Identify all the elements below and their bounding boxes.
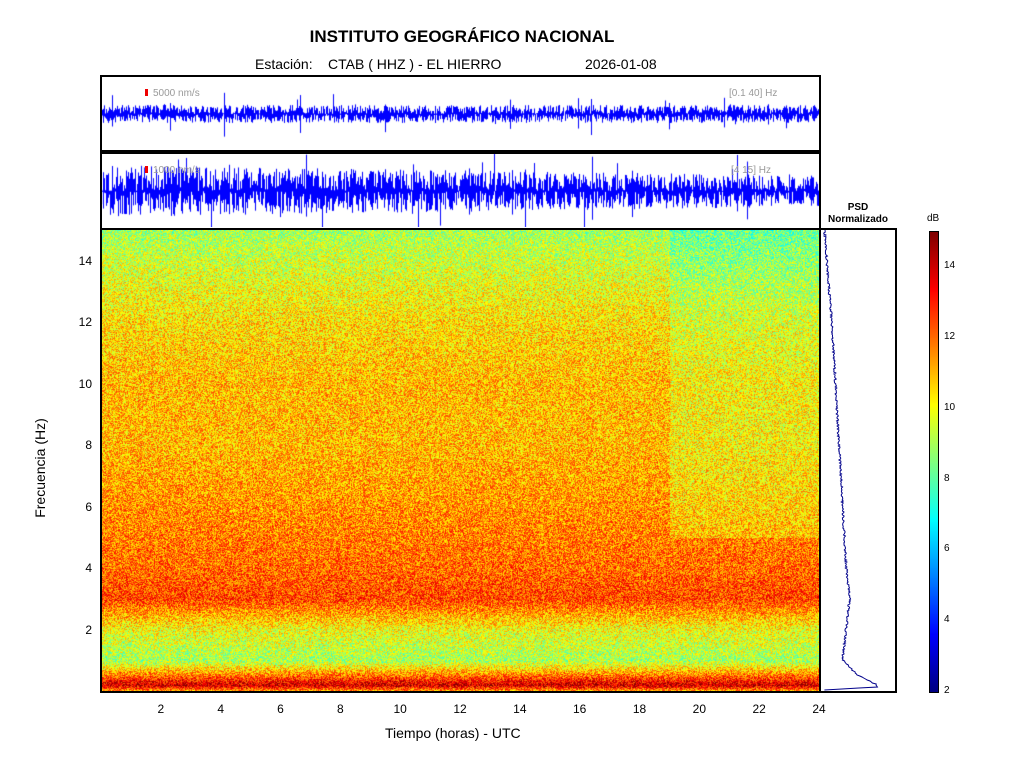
colorbar xyxy=(929,231,939,693)
x-tick-label: 24 xyxy=(811,702,827,716)
psd-title: PSD Normalizado xyxy=(820,202,896,226)
colorbar-tick-label: 6 xyxy=(944,543,950,554)
y-tick-label: 8 xyxy=(70,438,92,452)
date: 2026-01-08 xyxy=(585,56,657,72)
y-tick-label: 10 xyxy=(70,377,92,391)
psd-title-line1: PSD xyxy=(820,202,896,214)
x-tick-label: 8 xyxy=(332,702,348,716)
trace-frame-2 xyxy=(100,152,821,230)
colorbar-tick-label: 8 xyxy=(944,473,950,484)
colorbar-tick-label: 4 xyxy=(944,614,950,625)
y-tick-label: 2 xyxy=(70,623,92,637)
x-axis-label: Tiempo (horas) - UTC xyxy=(385,725,521,741)
station-label: Estación: xyxy=(255,56,313,72)
x-tick-label: 10 xyxy=(392,702,408,716)
x-tick-label: 12 xyxy=(452,702,468,716)
y-tick-label: 6 xyxy=(70,500,92,514)
trace-2-band: [4 15] Hz xyxy=(731,165,771,176)
psd-panel xyxy=(819,228,897,693)
colorbar-tick-label: 12 xyxy=(944,331,955,342)
x-tick-label: 20 xyxy=(691,702,707,716)
trace-1-band: [0.1 40] Hz xyxy=(729,88,777,99)
x-tick-label: 22 xyxy=(751,702,767,716)
x-tick-label: 6 xyxy=(273,702,289,716)
x-tick-label: 16 xyxy=(572,702,588,716)
colorbar-tick-label: 14 xyxy=(944,260,955,271)
colorbar-label: dB xyxy=(927,213,939,224)
colorbar-tick-label: 2 xyxy=(944,685,950,696)
y-tick-label: 14 xyxy=(70,254,92,268)
x-tick-label: 2 xyxy=(153,702,169,716)
page-title: INSTITUTO GEOGRÁFICO NACIONAL xyxy=(0,27,924,47)
y-tick-label: 4 xyxy=(70,561,92,575)
psd-title-line2: Normalizado xyxy=(820,214,896,226)
x-tick-label: 18 xyxy=(632,702,648,716)
x-tick-label: 4 xyxy=(213,702,229,716)
trace-1-scale: 5000 nm/s xyxy=(153,88,200,99)
y-tick-label: 12 xyxy=(70,315,92,329)
spectrogram-frame xyxy=(100,228,821,693)
scale-marker xyxy=(145,166,148,173)
x-tick-label: 14 xyxy=(512,702,528,716)
scale-marker xyxy=(145,89,148,96)
trace-2-scale: 1000 nm/s xyxy=(153,165,200,176)
trace-frame-1 xyxy=(100,75,821,152)
colorbar-tick-label: 10 xyxy=(944,402,955,413)
station-name: CTAB ( HHZ ) - EL HIERRO xyxy=(328,56,501,72)
y-axis-label: Frecuencia (Hz) xyxy=(32,408,48,528)
